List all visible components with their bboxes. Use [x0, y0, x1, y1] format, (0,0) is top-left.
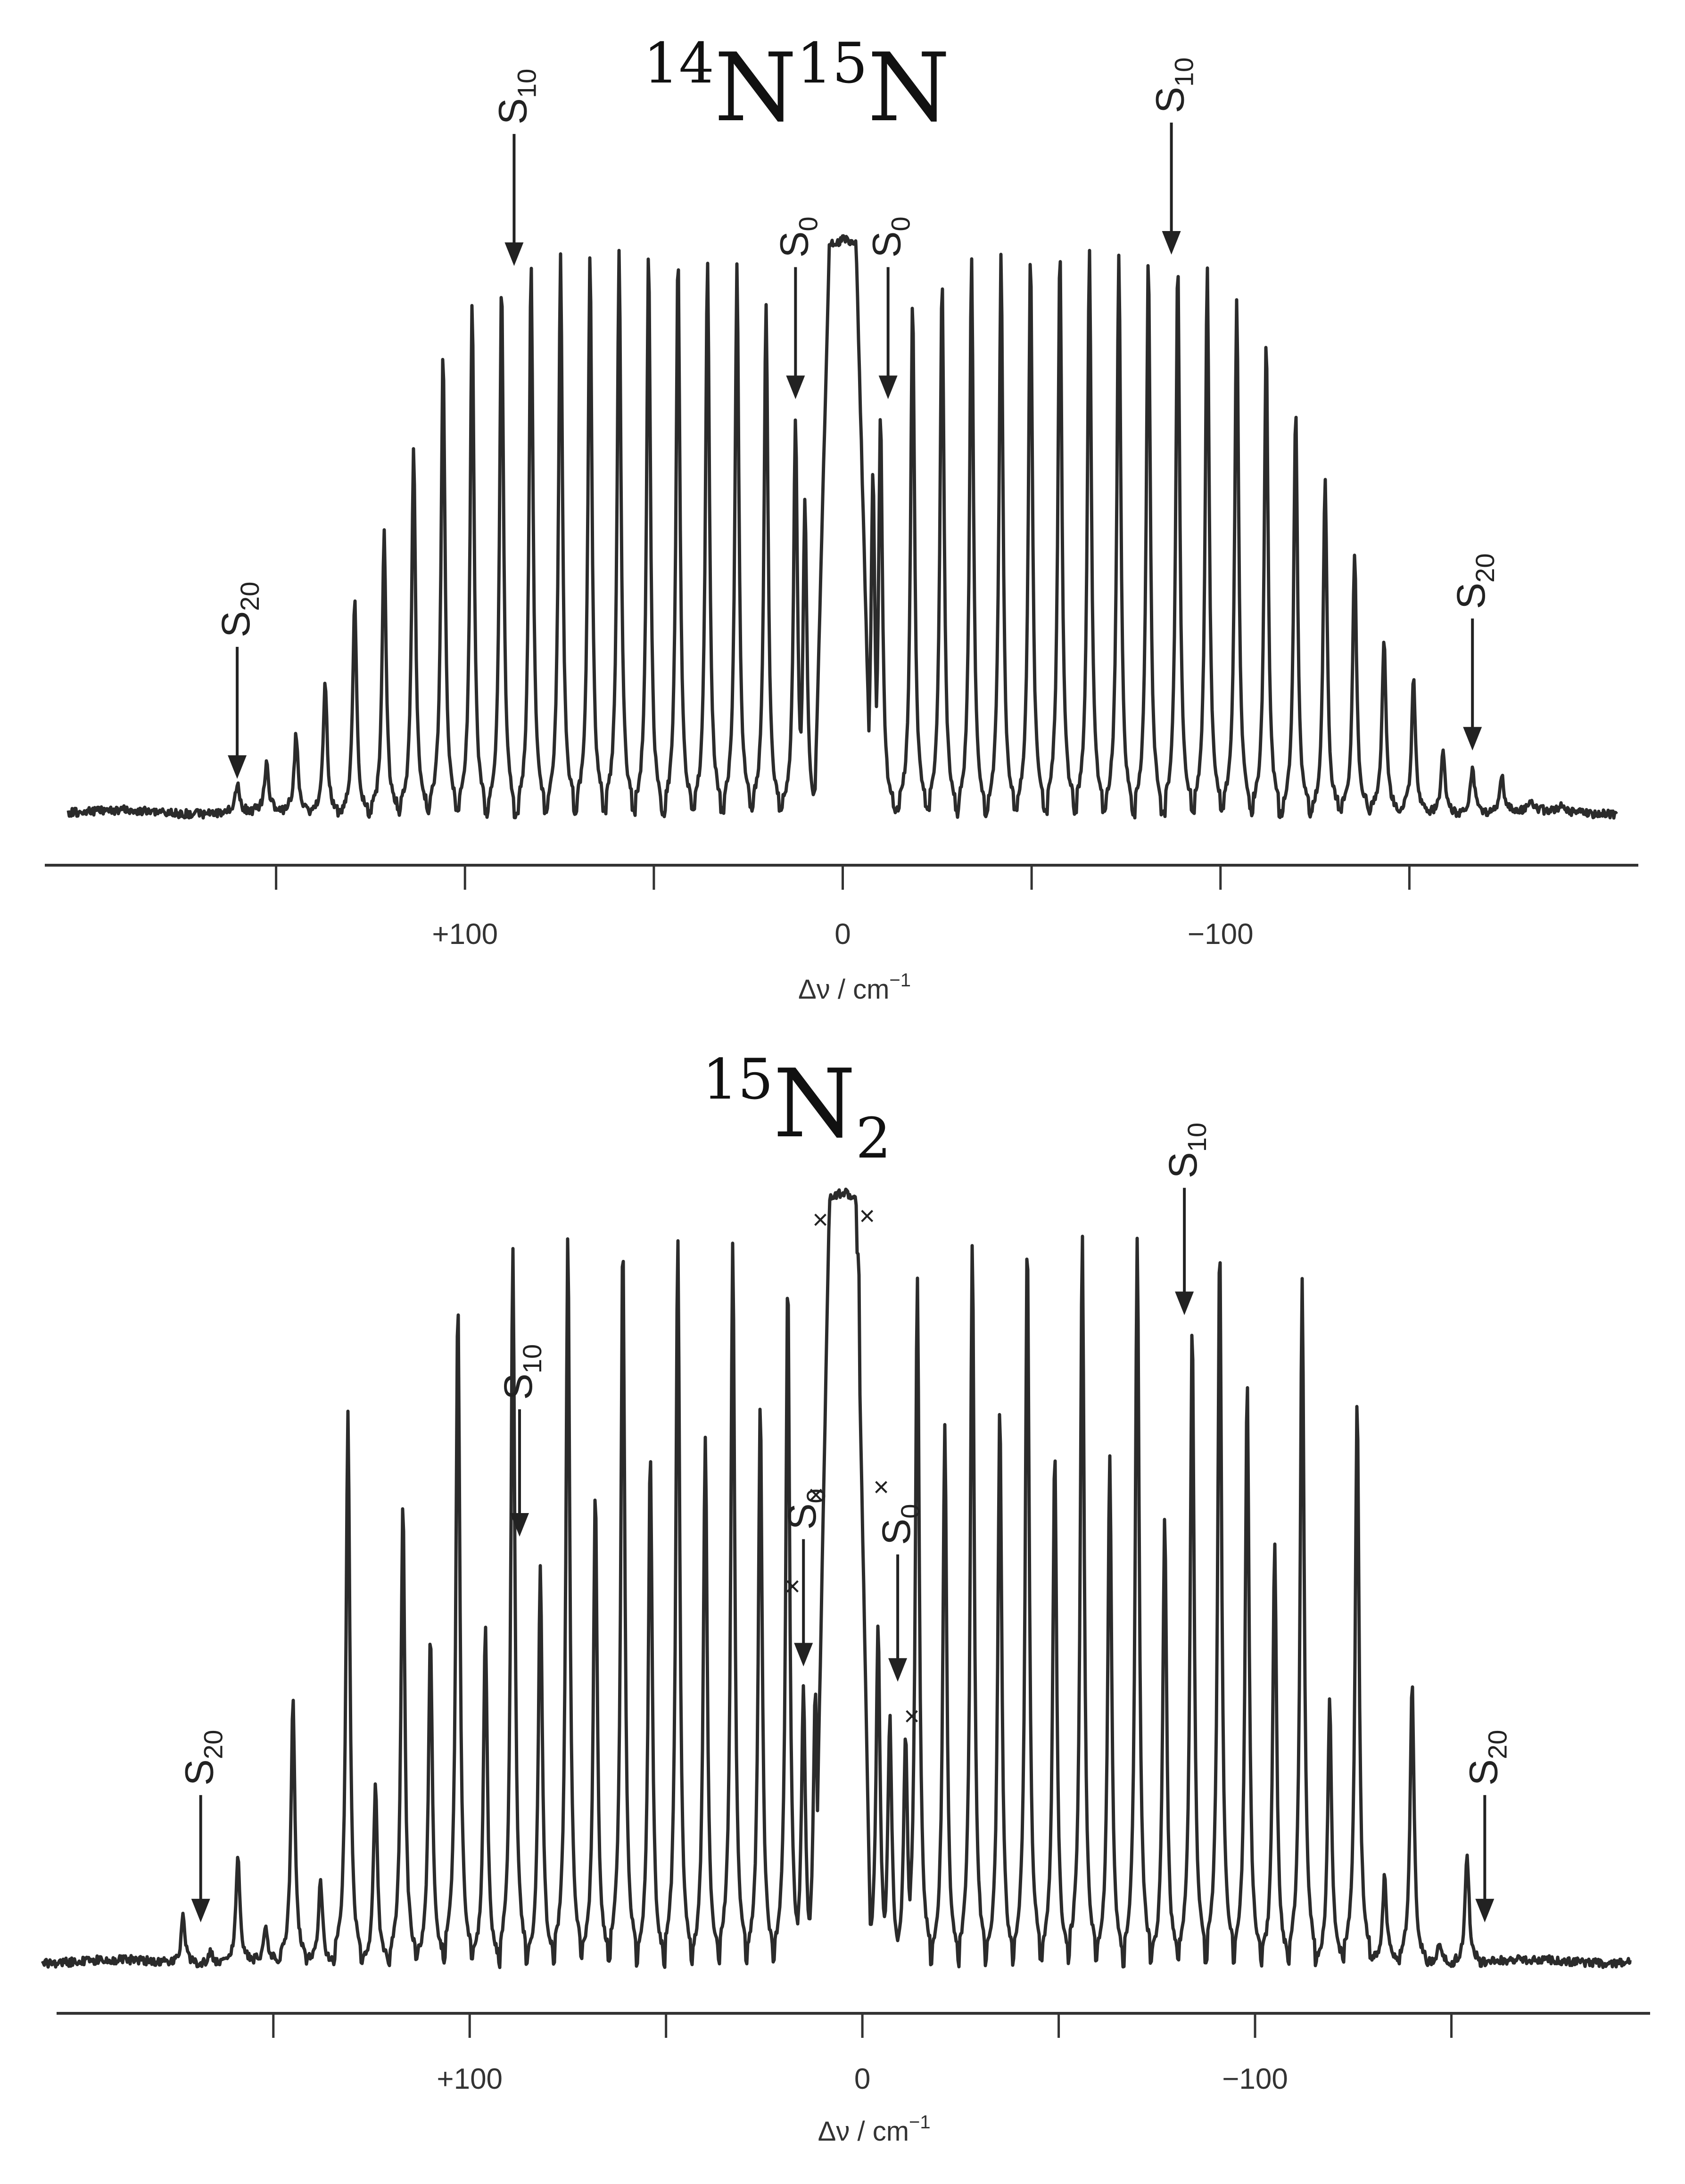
arrow-head-icon — [888, 1658, 908, 1682]
x-axis-label: Δν / cm−1 — [818, 2112, 931, 2147]
arrow-head-icon — [1175, 1291, 1194, 1315]
cross-marker-icon: × — [812, 1205, 828, 1235]
annotation-S10: S10 — [496, 1344, 547, 1537]
cross-marker-icon: × — [808, 1480, 824, 1510]
annotation-S20: S20 — [1449, 553, 1500, 751]
title-subscript: 2 — [856, 1106, 891, 1171]
x-tick-label: −100 — [1188, 918, 1254, 951]
annotation-label: S0 — [874, 1504, 925, 1545]
x-axis-label: Δν / cm−1 — [798, 970, 911, 1005]
arrow-head-icon — [191, 1899, 210, 1923]
x-tick-label: +100 — [432, 918, 498, 951]
arrow-head-icon — [228, 755, 247, 779]
arrow-head-icon — [794, 1643, 813, 1667]
title-superscript: 14 — [644, 31, 714, 96]
x-tick-label: −100 — [1222, 2063, 1288, 2095]
annotation-label: S10 — [1148, 58, 1199, 113]
chart-15n2: 15N2 +100 0 −100 Δν / cm−1 S20 S10 S0 S0 S10 S20 × ×… — [41, 1047, 1650, 2147]
spectrum-trace — [66, 234, 1618, 820]
annotation-label: S10 — [496, 1344, 547, 1400]
annotation-label: S10 — [490, 69, 541, 124]
annotation-label: S20 — [214, 582, 264, 637]
title-element: N — [714, 33, 797, 143]
chart-title: 15N2 — [702, 1047, 891, 1171]
annotation-S0: S0 — [772, 216, 823, 399]
annotation-S0: S0 — [780, 1489, 831, 1667]
annotation-S10: S10 — [1161, 1123, 1212, 1315]
x-tick-label: 0 — [854, 2063, 870, 2095]
x-tick-label: 0 — [834, 918, 851, 951]
spectrum-trace — [41, 1187, 1632, 1969]
arrow-head-icon — [510, 1513, 529, 1537]
annotation-S20: S20 — [1461, 1730, 1512, 1923]
title-superscript: 15 — [702, 1047, 773, 1112]
title-element: N — [867, 33, 950, 143]
arrow-head-icon — [1463, 727, 1482, 751]
annotation-label: S20 — [177, 1730, 228, 1786]
annotation-label: S0 — [780, 1489, 831, 1530]
chart-title: 14N15N — [644, 31, 950, 143]
title-element: N — [773, 1049, 856, 1159]
cross-marker-icon: × — [859, 1201, 875, 1232]
annotation-label: S20 — [1461, 1730, 1512, 1786]
title-superscript: 15 — [797, 31, 867, 96]
arrow-head-icon — [878, 375, 898, 399]
annotation-label: S0 — [865, 216, 916, 257]
annotation-S0: S0 — [865, 216, 916, 399]
cross-marker-icon: × — [785, 1571, 801, 1602]
arrow-head-icon — [504, 242, 524, 266]
cross-marker-icon: × — [873, 1472, 889, 1503]
annotation-S20: S20 — [214, 582, 264, 779]
arrow-head-icon — [1162, 231, 1181, 255]
annotation-label: S10 — [1161, 1123, 1212, 1178]
annotation-label: S20 — [1449, 553, 1500, 609]
annotation-S0: S0 — [874, 1504, 925, 1682]
arrow-head-icon — [1475, 1899, 1495, 1923]
cross-marker-icon: × — [904, 1701, 920, 1732]
annotation-S10: S10 — [490, 69, 541, 266]
annotation-label: S0 — [772, 216, 823, 257]
annotation-S10: S10 — [1148, 58, 1199, 255]
annotation-S20: S20 — [177, 1730, 228, 1923]
x-tick-label: +100 — [437, 2063, 503, 2095]
arrow-head-icon — [786, 375, 805, 399]
